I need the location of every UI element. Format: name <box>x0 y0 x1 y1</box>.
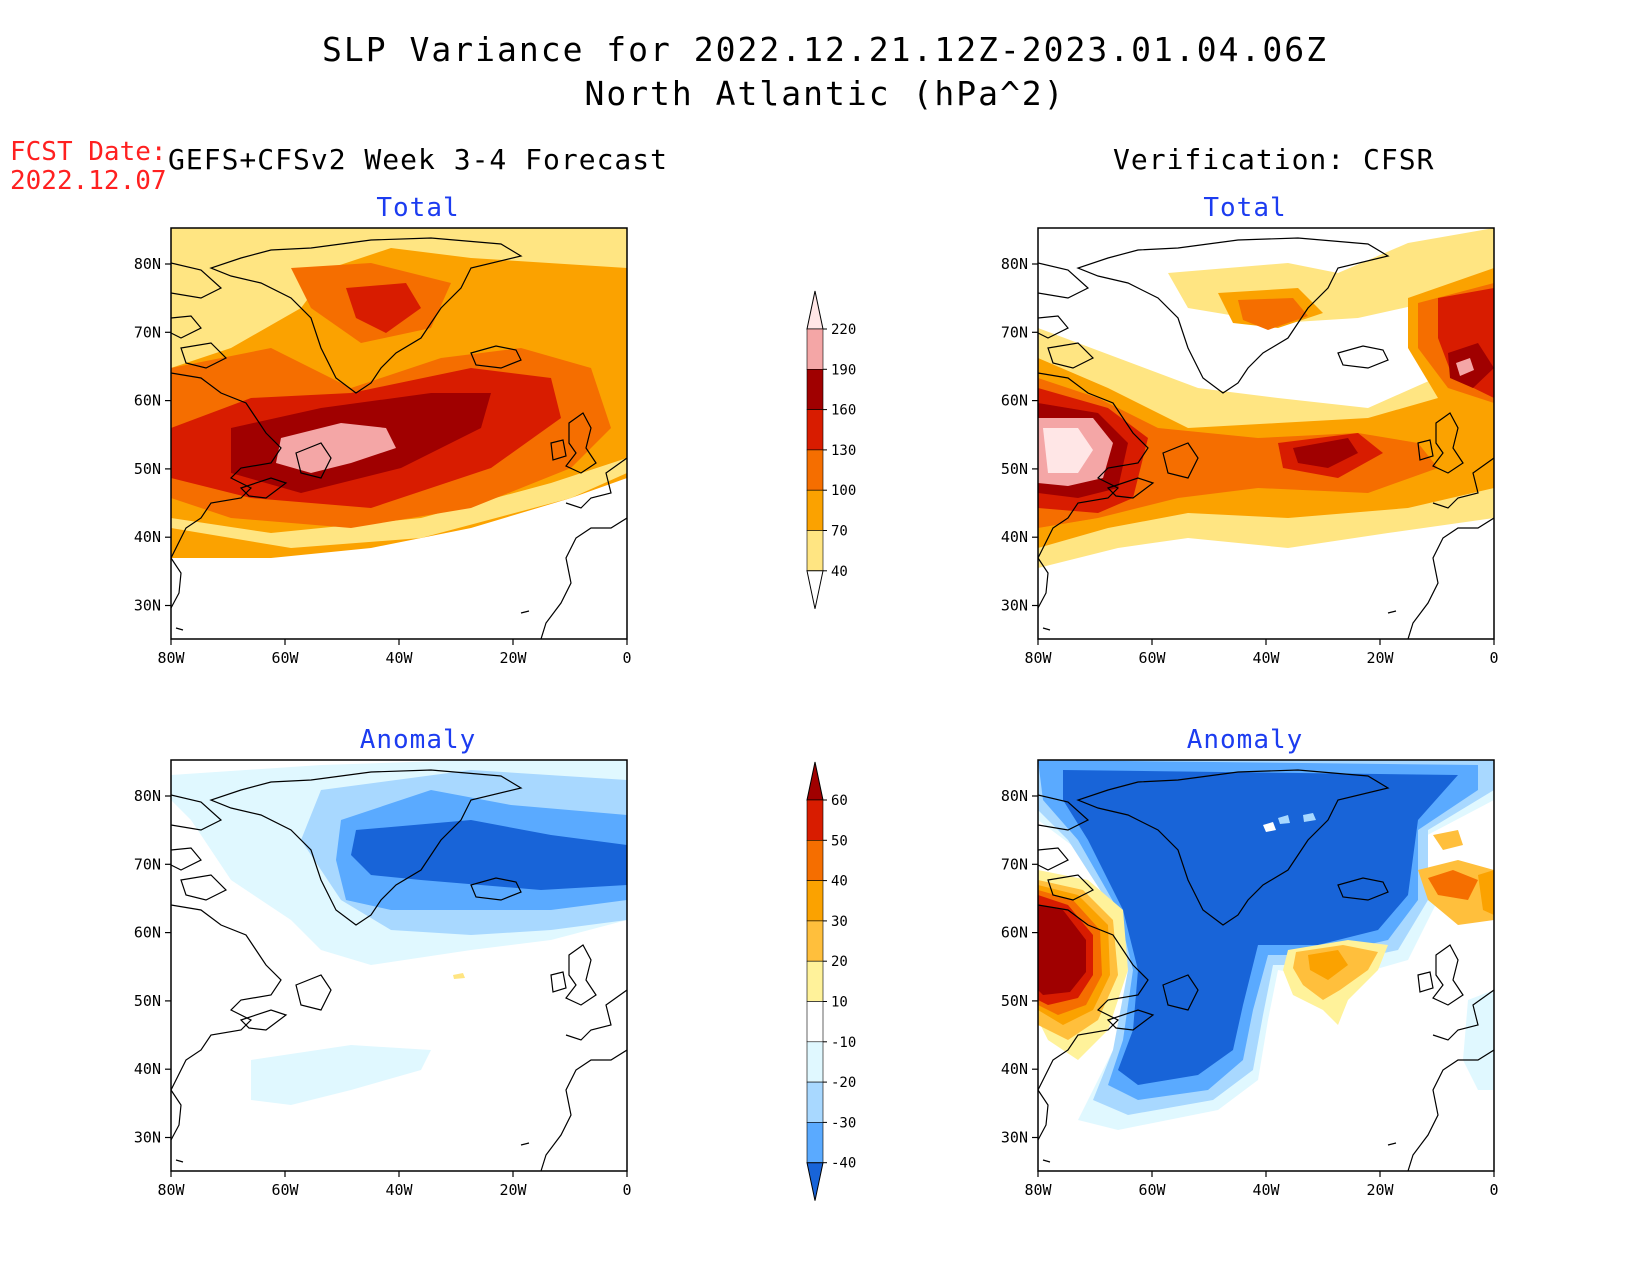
colorbar-label: -30 <box>831 1115 856 1131</box>
colorbar-bottom-arrow <box>806 570 824 609</box>
y-tick-label: 60N <box>134 392 161 410</box>
x-tick-label: 80W <box>1024 649 1052 667</box>
y-tick-label: 30N <box>134 1129 161 1147</box>
y-tick-label: 30N <box>1001 1129 1028 1147</box>
map-verification-total <box>1037 227 1495 640</box>
x-tick-label: 40W <box>385 1181 413 1199</box>
y-tick-label: 40N <box>1001 1060 1028 1078</box>
y-tick-label: 50N <box>1001 992 1028 1010</box>
colorbar-label: 50 <box>831 833 848 849</box>
x-tick-label: 40W <box>1252 1181 1280 1199</box>
x-tick-label: 60W <box>1138 1181 1166 1199</box>
colorbar-box <box>806 368 824 410</box>
forecast-date-label: FCST Date: <box>10 137 167 167</box>
map-forecast-anomaly <box>170 759 628 1172</box>
panel-label-forecast-anomaly: Anomaly <box>359 725 477 755</box>
colorbar-box <box>806 489 824 531</box>
y-tick-label: 60N <box>134 924 161 942</box>
colorbar-box <box>806 1001 824 1043</box>
colorbar-label: 60 <box>831 793 848 809</box>
colorbar-top-arrow <box>806 761 824 801</box>
y-tick-label: 80N <box>134 255 161 273</box>
y-tick-label: 50N <box>134 460 161 478</box>
forecast-heading: GEFS+CFSv2 Week 3-4 Forecast <box>168 143 669 176</box>
y-tick-label: 60N <box>1001 392 1028 410</box>
y-tick-label: 70N <box>1001 323 1028 341</box>
y-tick-label: 40N <box>1001 528 1028 546</box>
colorbar-box <box>806 1122 824 1164</box>
x-tick-label: 80W <box>1024 1181 1052 1199</box>
x-tick-label: 0 <box>1489 649 1498 667</box>
colorbar-box <box>806 920 824 962</box>
x-tick-label: 40W <box>385 649 413 667</box>
colorbar-label: 40 <box>831 564 848 580</box>
verification-heading: Verification: CFSR <box>1113 143 1435 176</box>
colorbar-label: 100 <box>831 483 856 499</box>
x-tick-label: 20W <box>1366 649 1394 667</box>
colorbar-top-arrow <box>806 290 824 330</box>
x-tick-label: 40W <box>1252 649 1280 667</box>
y-tick-label: 70N <box>134 323 161 341</box>
colorbar-label: 130 <box>831 443 856 459</box>
map-verification-anomaly <box>1037 759 1495 1172</box>
colorbar-label: 220 <box>831 322 856 338</box>
y-tick-label: 50N <box>1001 460 1028 478</box>
x-tick-label: 20W <box>499 1181 527 1199</box>
forecast-date-value: 2022.12.07 <box>10 166 167 196</box>
colorbar-box <box>806 960 824 1002</box>
y-tick-label: 30N <box>1001 597 1028 615</box>
y-tick-label: 50N <box>134 992 161 1010</box>
colorbar-box <box>806 449 824 491</box>
x-tick-label: 60W <box>1138 649 1166 667</box>
x-tick-label: 20W <box>499 649 527 667</box>
colorbar-label: 30 <box>831 914 848 930</box>
y-tick-label: 80N <box>134 787 161 805</box>
y-tick-label: 60N <box>1001 924 1028 942</box>
y-tick-label: 80N <box>1001 255 1028 273</box>
panel-label-verification-anomaly: Anomaly <box>1186 725 1304 755</box>
colorbar-total: 220 190 160 130 100 70 40 <box>806 290 856 609</box>
colorbar-label: 40 <box>831 874 848 890</box>
main-subtitle: North Atlantic (hPa^2) <box>584 74 1066 113</box>
colorbar-bottom-arrow <box>806 1162 824 1201</box>
colorbar-label: -10 <box>831 1035 856 1051</box>
y-tick-label: 30N <box>134 597 161 615</box>
y-tick-label: 40N <box>134 1060 161 1078</box>
colorbar-label: 20 <box>831 954 848 970</box>
colorbar-label: -20 <box>831 1075 856 1091</box>
colorbar-box <box>806 1081 824 1123</box>
panel-label-verification-total: Total <box>1203 193 1287 223</box>
colorbar-box <box>806 839 824 881</box>
y-tick-label: 40N <box>134 528 161 546</box>
colorbar-box <box>806 409 824 451</box>
main-title: SLP Variance for 2022.12.21.12Z-2023.01.… <box>322 30 1328 69</box>
colorbar-box <box>806 1041 824 1083</box>
x-tick-label: 60W <box>271 649 299 667</box>
colorbar-label: 10 <box>831 995 848 1011</box>
x-tick-label: 20W <box>1366 1181 1394 1199</box>
colorbar-label: 70 <box>831 524 848 540</box>
colorbar-anomaly: 60 50 40 30 20 10 -10 -20 -30 -40 <box>806 761 856 1201</box>
colorbar-box <box>806 880 824 922</box>
y-tick-label: 80N <box>1001 787 1028 805</box>
y-tick-label: 70N <box>134 855 161 873</box>
colorbar-box <box>806 328 824 370</box>
colorbar-label: -40 <box>831 1156 856 1172</box>
x-tick-label: 0 <box>622 1181 631 1199</box>
colorbar-box <box>806 530 824 572</box>
colorbar-label: 190 <box>831 362 856 378</box>
y-tick-label: 70N <box>1001 855 1028 873</box>
map-forecast-total <box>170 227 628 640</box>
x-tick-label: 80W <box>157 649 185 667</box>
colorbar-box <box>806 799 824 841</box>
x-tick-label: 80W <box>157 1181 185 1199</box>
panel-label-forecast-total: Total <box>376 193 460 223</box>
x-tick-label: 60W <box>271 1181 299 1199</box>
x-tick-label: 0 <box>1489 1181 1498 1199</box>
colorbar-label: 160 <box>831 403 856 419</box>
forecast-date-block: FCST Date: 2022.12.07 <box>10 138 167 196</box>
x-tick-label: 0 <box>622 649 631 667</box>
